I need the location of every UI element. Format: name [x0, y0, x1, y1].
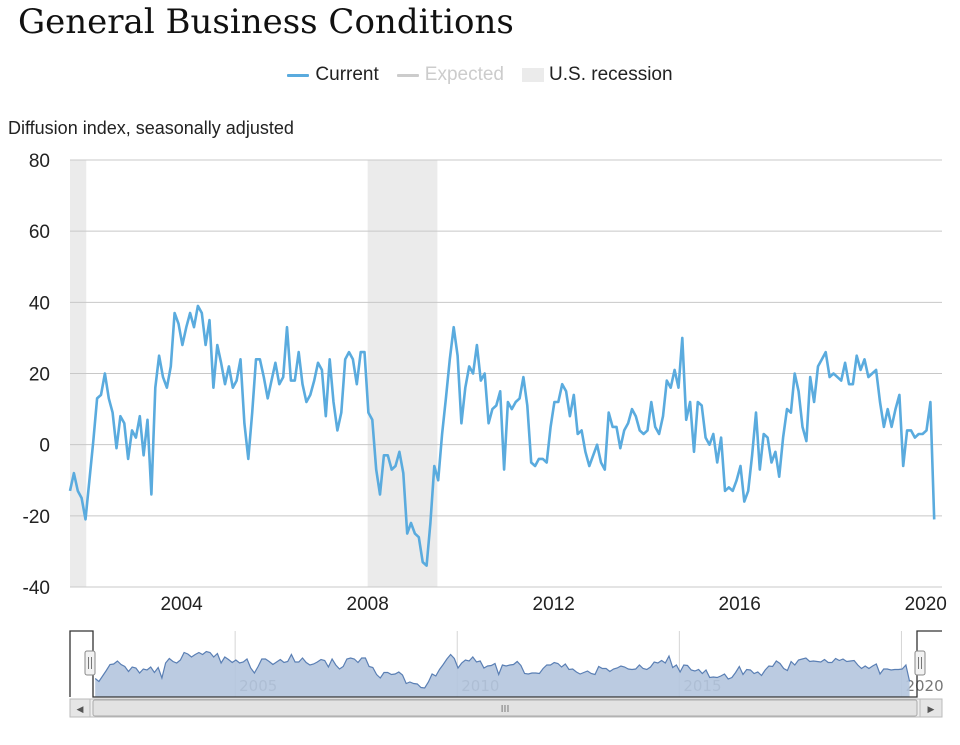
y-tick-label: 40	[29, 293, 50, 314]
legend-current-swatch	[287, 73, 310, 77]
navigator-tick-label: 2020	[905, 677, 943, 695]
gridlines	[70, 159, 942, 588]
navigator-left-handle[interactable]	[84, 650, 96, 676]
navigator-line	[94, 650, 911, 689]
navigator[interactable]: 2005201020152020	[69, 630, 944, 698]
legend-item-expected[interactable]: Expected	[396, 64, 505, 86]
navigator-right-handle[interactable]	[914, 650, 926, 676]
legend-recession-label: U.S. recession	[549, 64, 673, 85]
legend-expected-swatch	[396, 73, 419, 77]
x-tick-label: 2004	[160, 594, 203, 615]
chart-legend: Current Expected U.S. recession	[0, 64, 960, 86]
y-tick-label: 80	[29, 151, 50, 172]
legend-item-recession[interactable]: U.S. recession	[522, 64, 673, 86]
y-tick-label: -40	[23, 578, 50, 599]
x-tick-label: 2012	[533, 594, 575, 615]
scroll-right-button-bg[interactable]	[919, 698, 943, 718]
x-tick-label: 2020	[905, 594, 947, 615]
left-handle-body[interactable]	[84, 650, 96, 676]
scroll-left-button-bg[interactable]	[69, 698, 91, 718]
y-tick-label: -20	[23, 507, 50, 528]
x-tick-label: 2016	[719, 594, 761, 615]
scroll-left-button[interactable]: ◀	[69, 698, 91, 718]
series-current[interactable]	[68, 303, 937, 568]
legend-current-label: Current	[315, 64, 379, 85]
chevron-left-icon: ◀	[77, 705, 84, 715]
navigator-series	[94, 650, 911, 697]
scrollbar-thumb[interactable]	[92, 699, 918, 717]
navigator-frame	[69, 630, 942, 698]
y-axis-ticks: 80 60 40 20 0 -20 -40	[23, 151, 50, 599]
scrollbar-grip-icon: III	[501, 704, 510, 715]
scroll-right-button[interactable]: ▶	[919, 698, 943, 718]
right-handle-body[interactable]	[914, 650, 926, 676]
legend-item-current[interactable]: Current	[287, 64, 379, 86]
x-axis-ticks: 2004 2008 2012 2016 2020	[160, 594, 946, 615]
navigator-area	[95, 651, 910, 697]
x-tick-label: 2008	[347, 594, 389, 615]
navigator-outline	[69, 630, 942, 698]
chevron-right-icon: ▶	[928, 705, 935, 715]
series-line-current[interactable]	[68, 304, 936, 567]
legend-expected-label: Expected	[424, 64, 505, 85]
y-tick-label: 20	[29, 365, 50, 386]
legend-recession-swatch	[522, 68, 545, 82]
y-tick-label: 0	[39, 436, 50, 457]
y-tick-label: 60	[29, 222, 50, 243]
page-title: General Business Conditions	[18, 2, 514, 42]
y-axis-title: Diffusion index, seasonally adjusted	[8, 118, 294, 138]
scrollbar[interactable]: ◀ III ▶	[69, 698, 943, 718]
